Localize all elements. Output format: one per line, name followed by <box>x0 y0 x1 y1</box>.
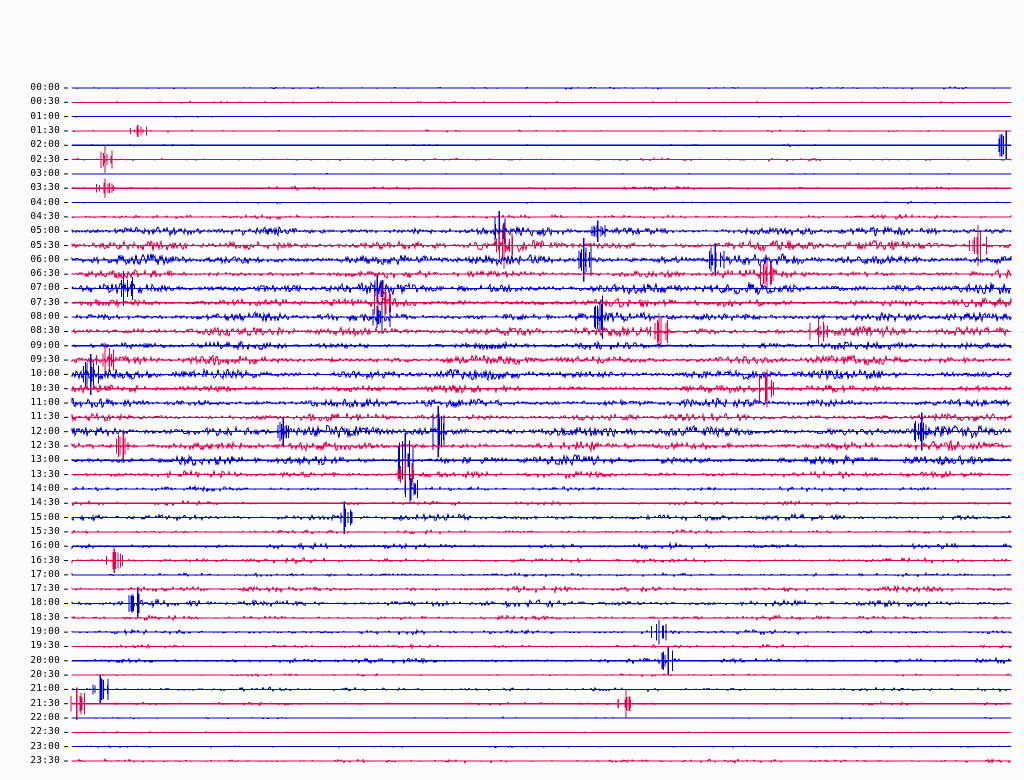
seismic-trace <box>71 296 1012 309</box>
time-label: 13:00 <box>30 454 60 466</box>
time-label: 02:30 <box>30 153 60 165</box>
time-label: 08:30 <box>30 325 60 337</box>
time-label: 21:30 <box>30 697 60 709</box>
time-label: 19:00 <box>30 626 60 638</box>
time-label: 08:00 <box>30 311 60 323</box>
time-label: 10:00 <box>30 368 60 380</box>
time-label: 23:00 <box>30 740 60 752</box>
time-label: 15:00 <box>30 511 60 523</box>
time-label: 00:30 <box>30 96 60 108</box>
seismic-trace <box>71 367 1012 382</box>
time-label: 16:30 <box>30 554 60 566</box>
seismic-trace <box>71 440 1012 453</box>
time-label: 05:30 <box>30 239 60 251</box>
time-label: 03:30 <box>30 182 60 194</box>
time-label: 07:30 <box>30 296 60 308</box>
time-label: 01:30 <box>30 124 60 136</box>
time-label: 07:00 <box>30 282 60 294</box>
time-label: 20:00 <box>30 654 60 666</box>
time-label: 22:30 <box>30 726 60 738</box>
time-label: 23:30 <box>30 755 60 766</box>
time-label: 19:30 <box>30 640 60 652</box>
time-label: 03:00 <box>30 167 60 179</box>
seismic-trace <box>71 253 1012 267</box>
time-label: 17:00 <box>30 568 60 580</box>
time-label: 17:30 <box>30 583 60 595</box>
time-label: 13:30 <box>30 468 60 480</box>
time-label: 11:00 <box>30 397 60 409</box>
time-label: 12:00 <box>30 425 60 437</box>
time-label: 01:00 <box>30 110 60 122</box>
time-label: 04:30 <box>30 210 60 222</box>
time-label: 09:30 <box>30 354 60 366</box>
time-label: 10:30 <box>30 382 60 394</box>
time-label: 12:30 <box>30 439 60 451</box>
time-label: 05:00 <box>30 225 60 237</box>
time-label: 22:00 <box>30 712 60 724</box>
time-label: 16:00 <box>30 540 60 552</box>
time-label: 02:00 <box>30 139 60 151</box>
time-label: 18:00 <box>30 597 60 609</box>
time-label: 00:00 <box>30 82 60 93</box>
time-label: 14:00 <box>30 482 60 494</box>
time-label: 20:30 <box>30 669 60 681</box>
time-label: 11:30 <box>30 411 60 423</box>
time-label: 14:30 <box>30 497 60 509</box>
time-label: 18:30 <box>30 611 60 623</box>
time-label: 21:00 <box>30 683 60 695</box>
time-label: 06:00 <box>30 253 60 265</box>
time-label: 06:30 <box>30 268 60 280</box>
time-label: 04:00 <box>30 196 60 208</box>
time-label: 15:30 <box>30 525 60 537</box>
time-label: 09:00 <box>30 339 60 351</box>
